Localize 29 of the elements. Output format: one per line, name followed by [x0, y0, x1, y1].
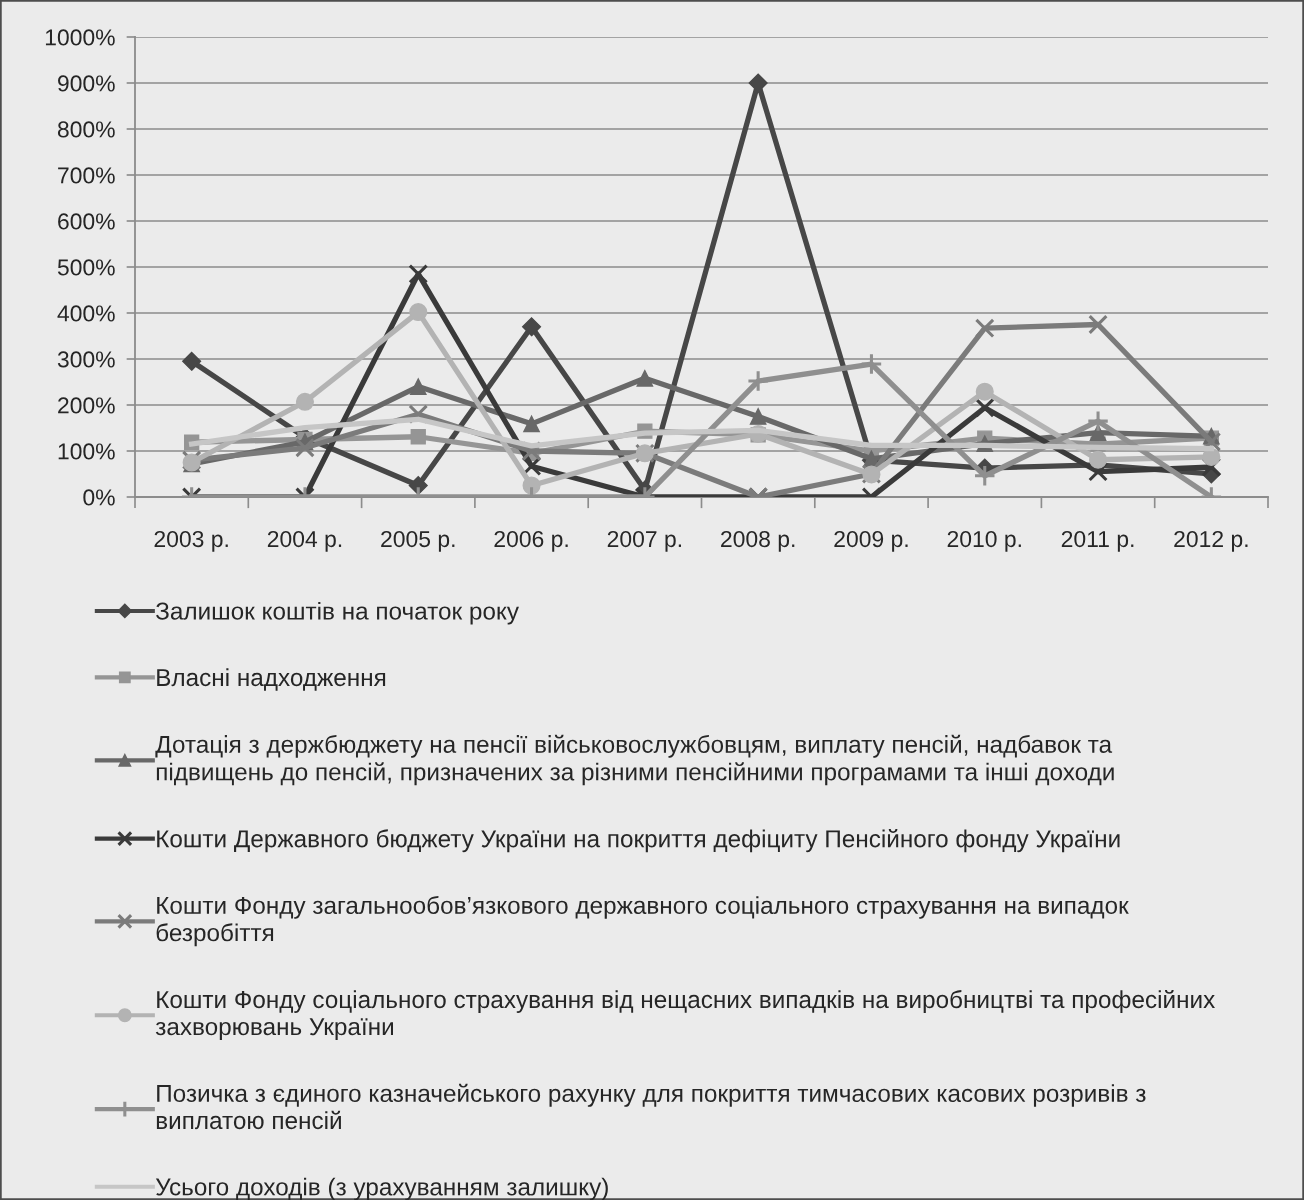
legend-label: Кошти Фонду соціального страхування від нещасних випадків на виробництві та професійних захворювань України [155, 989, 1215, 1041]
y-tick-label: 100% [58, 443, 115, 460]
x-tick-label: 2010 р. [947, 530, 1021, 552]
y-tick-label: 400% [57, 305, 115, 322]
x-tick-label: 2008 р. [721, 530, 795, 552]
x-tick-label: 2012 р. [1174, 530, 1248, 552]
y-tick-label: 800% [57, 121, 115, 138]
y-tick-label: 500% [57, 259, 115, 276]
legend-label: Дотація з держбюджету на пенсії військовослужбовцям, виплату пенсій, надбавок та підвищень до пенсій, призначених за різними пенсійними програмами та інші доходи [155, 734, 1114, 786]
legend-label: Кошти Державного бюджету України на покриття дефіциту Пенсійного фонду України [157, 829, 1120, 853]
x-tick-label: 2003 р. [154, 530, 228, 552]
x-tick-label: 2011 р. [1061, 530, 1134, 552]
x-tick-label: 2006 р. [494, 530, 568, 552]
y-tick-label: 700% [58, 167, 115, 184]
y-tick-label: 600% [58, 213, 115, 230]
y-tick-label: 900% [58, 75, 115, 92]
x-tick-label: 2007 р. [607, 530, 681, 552]
legend-label: Позичка з єдиного казначейського рахунку для покриття тимчасових касових розривів з виплатою пенсій [156, 1083, 1146, 1130]
y-tick-label: 1000% [45, 29, 115, 46]
y-tick-label: 200% [58, 397, 115, 414]
legend-label: Усього доходів (з урахуванням залишку) [155, 1177, 608, 1200]
x-tick-label: 2004 р. [267, 530, 342, 552]
x-tick-label: 2005 р. [381, 530, 455, 552]
legend-label: Власні надходження [157, 668, 386, 691]
legend-label: Залишок коштів на початок року [156, 601, 519, 625]
x-tick-label: 2009 р. [834, 530, 908, 552]
y-tick-label: 0% [83, 489, 115, 506]
legend-label: Кошти Фонду загальнообов’язкового державного соціального страхування на випадок безробіття [156, 895, 1129, 947]
y-tick-label: 300% [57, 351, 115, 368]
